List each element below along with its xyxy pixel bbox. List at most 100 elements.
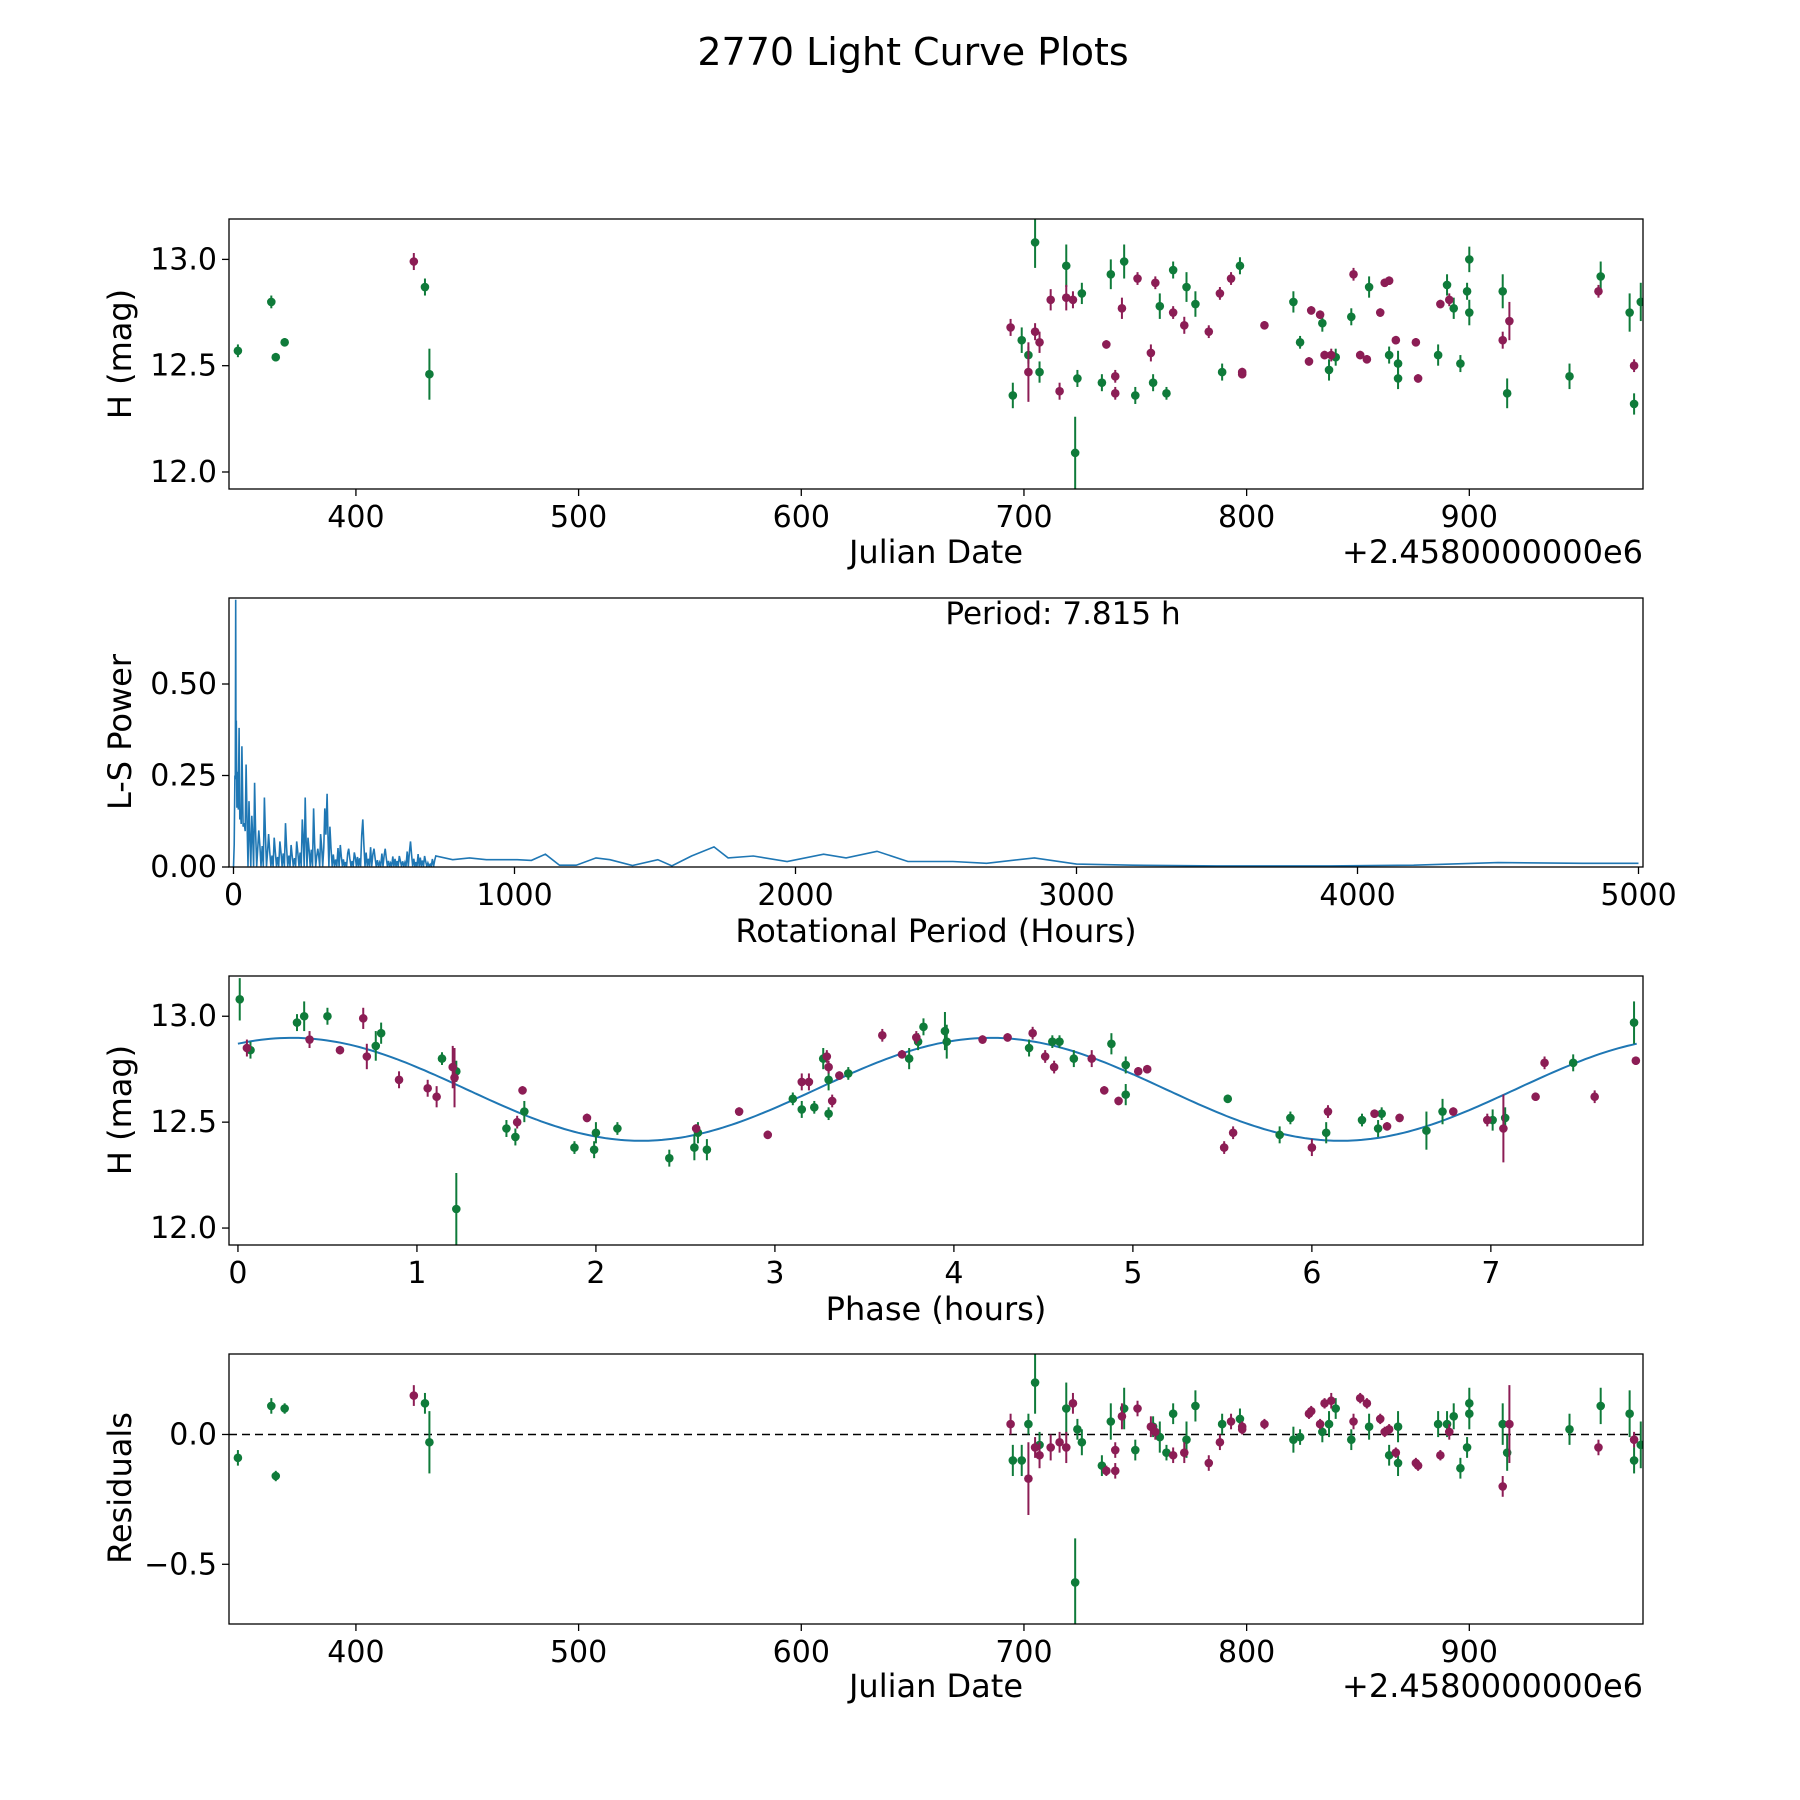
data-point bbox=[1393, 359, 1403, 368]
data-point bbox=[1068, 295, 1078, 305]
data-point bbox=[1024, 1474, 1033, 1483]
data-point bbox=[1070, 1578, 1080, 1587]
data-point bbox=[1456, 1463, 1465, 1473]
data-point bbox=[1049, 1062, 1059, 1072]
data-point bbox=[1003, 1033, 1012, 1042]
data-point bbox=[335, 1045, 345, 1055]
x-tick-label: 5000 bbox=[1600, 878, 1676, 913]
data-point bbox=[1498, 1482, 1508, 1491]
residuals-panel: Julian Date Residuals +2.4580000000e6 40… bbox=[101, 1353, 1644, 1705]
data-point bbox=[1629, 1018, 1639, 1027]
data-point bbox=[1323, 1107, 1333, 1116]
data-point bbox=[1502, 389, 1512, 398]
data-point bbox=[1046, 1443, 1055, 1452]
series-green bbox=[233, 1354, 1643, 1624]
data-point bbox=[1024, 1043, 1034, 1053]
data-point bbox=[1449, 303, 1459, 313]
data-point bbox=[591, 1128, 601, 1138]
data-point bbox=[1436, 1450, 1445, 1460]
data-point bbox=[613, 1124, 622, 1133]
data-point bbox=[1531, 1092, 1540, 1102]
data-point bbox=[1219, 1143, 1229, 1152]
data-point bbox=[824, 1109, 833, 1118]
data-point bbox=[1155, 301, 1165, 311]
data-point bbox=[420, 282, 430, 292]
data-point bbox=[1146, 348, 1156, 358]
data-point bbox=[1384, 1424, 1394, 1434]
data-point bbox=[425, 1437, 434, 1447]
data-point bbox=[1121, 1060, 1131, 1070]
x-tick-label: 5 bbox=[1123, 1256, 1142, 1291]
data-point bbox=[1055, 1437, 1064, 1447]
data-point bbox=[665, 1153, 674, 1163]
data-point bbox=[1377, 1109, 1386, 1118]
data-marks bbox=[233, 219, 1643, 489]
data-point bbox=[1017, 335, 1027, 345]
data-point bbox=[570, 1143, 579, 1152]
data-point bbox=[1315, 1419, 1325, 1429]
data-point bbox=[1035, 338, 1044, 347]
data-point bbox=[1505, 1419, 1514, 1429]
data-point bbox=[1433, 350, 1443, 360]
data-point bbox=[1215, 289, 1225, 298]
x-tick-label: 3000 bbox=[1038, 878, 1114, 913]
x-tick-label: 700 bbox=[995, 500, 1052, 535]
data-point bbox=[1395, 1113, 1404, 1123]
data-point bbox=[1237, 1422, 1247, 1431]
data-point bbox=[1061, 293, 1071, 302]
data-point bbox=[1168, 308, 1178, 317]
data-point bbox=[1235, 261, 1245, 271]
data-point bbox=[448, 1062, 458, 1072]
data-point bbox=[1179, 320, 1189, 330]
plot-area bbox=[233, 219, 1643, 489]
data-point bbox=[1030, 238, 1040, 247]
data-point bbox=[1204, 327, 1214, 336]
data-point bbox=[1286, 1113, 1295, 1123]
data-point bbox=[797, 1077, 807, 1087]
data-point bbox=[394, 1075, 404, 1085]
data-point bbox=[1295, 338, 1305, 347]
data-point bbox=[582, 1113, 592, 1123]
data-point bbox=[1295, 1432, 1305, 1442]
data-point bbox=[1107, 1039, 1116, 1049]
x-tick-label: 4000 bbox=[1319, 878, 1395, 913]
data-point bbox=[1133, 1404, 1142, 1413]
data-point bbox=[1215, 1437, 1225, 1447]
data-point bbox=[1035, 1450, 1044, 1460]
data-point bbox=[878, 1031, 887, 1040]
data-point bbox=[305, 1035, 314, 1044]
y-tick-label: 13.0 bbox=[150, 999, 217, 1034]
data-point bbox=[1306, 306, 1316, 315]
data-point bbox=[267, 297, 276, 307]
x-tick-label: 400 bbox=[327, 1635, 384, 1670]
ylabel: H (mag) bbox=[101, 289, 139, 419]
data-point bbox=[1393, 374, 1403, 383]
data-point bbox=[1448, 1107, 1458, 1116]
data-point bbox=[763, 1130, 773, 1140]
data-point bbox=[1306, 1406, 1316, 1416]
data-point bbox=[1324, 365, 1334, 375]
data-point bbox=[437, 1054, 447, 1063]
period-annotation: Period: 7.815 h bbox=[945, 596, 1180, 632]
data-point bbox=[1217, 367, 1227, 377]
data-point bbox=[1006, 323, 1015, 332]
data-point bbox=[1315, 310, 1325, 319]
data-point bbox=[1382, 1122, 1392, 1131]
data-point bbox=[1223, 1094, 1233, 1104]
data-point bbox=[371, 1041, 381, 1051]
data-point bbox=[1370, 1109, 1379, 1118]
data-point bbox=[1384, 276, 1394, 285]
data-point bbox=[1061, 1404, 1071, 1413]
data-point bbox=[1499, 1124, 1508, 1133]
data-point bbox=[589, 1145, 599, 1154]
data-marks bbox=[235, 978, 1641, 1245]
data-point bbox=[1565, 1424, 1574, 1434]
data-point bbox=[362, 1052, 372, 1061]
plot-area bbox=[232, 599, 1639, 867]
data-point bbox=[835, 1071, 844, 1080]
series-magenta bbox=[409, 253, 1639, 402]
data-point bbox=[809, 1103, 819, 1112]
data-point bbox=[1636, 1440, 1643, 1450]
data-point bbox=[1449, 1412, 1459, 1421]
data-point bbox=[1235, 1414, 1245, 1424]
